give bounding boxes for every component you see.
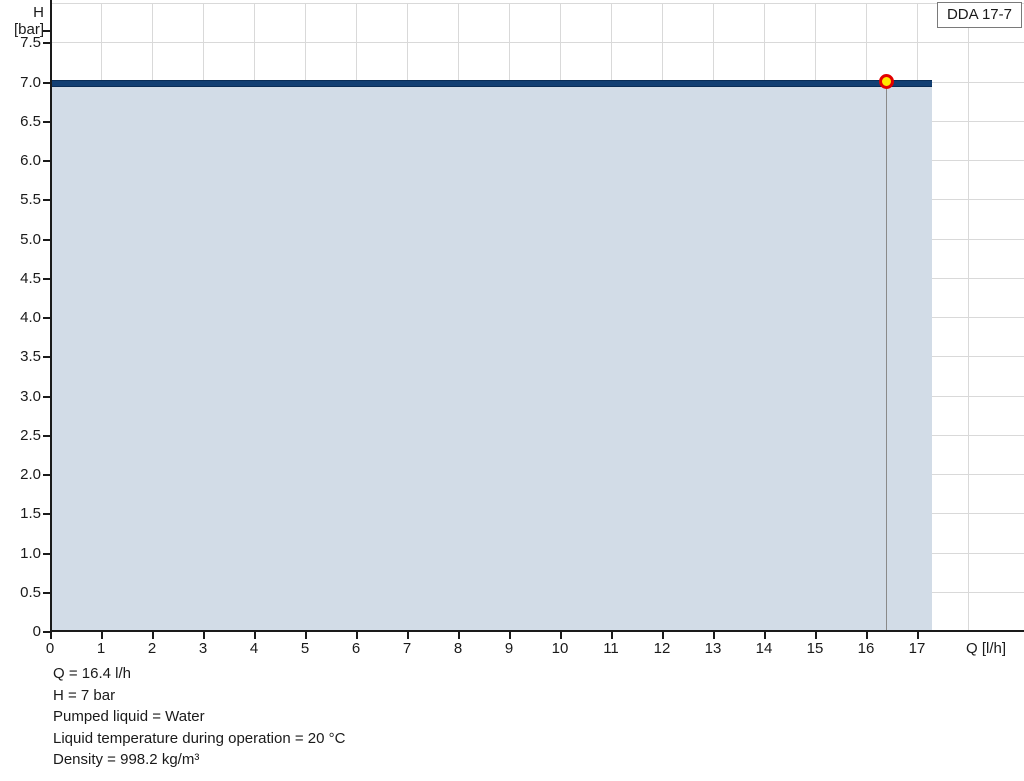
x-tick-mark: [50, 631, 52, 639]
y-axis-line: [50, 0, 52, 633]
x-tick-mark: [509, 631, 511, 639]
y-tick-mark: [43, 356, 52, 358]
x-tick-mark: [254, 631, 256, 639]
y-tick-mark: [43, 592, 52, 594]
y-tick-mark: [43, 631, 52, 633]
y-axis-title-symbol: H: [33, 4, 44, 21]
plot-area: [50, 3, 1024, 632]
y-tick-mark: [43, 121, 52, 123]
x-tick-mark: [305, 631, 307, 639]
y-tick-label: 0: [32, 623, 41, 640]
y-tick-label: 4.0: [20, 309, 41, 326]
caption-line: Liquid temperature during operation = 20…: [53, 729, 346, 747]
caption-line: Density = 998.2 kg/m³: [53, 751, 200, 768]
x-tick-mark: [203, 631, 205, 639]
y-axis-title-unit: [bar]: [13, 21, 44, 38]
x-tick-label: 4: [249, 640, 259, 657]
x-tick-mark: [458, 631, 460, 639]
y-tick-mark: [43, 435, 52, 437]
x-tick-label: 17: [908, 640, 926, 657]
duty-point-dropline: [886, 82, 887, 632]
x-tick-mark: [101, 631, 103, 639]
performance-fill-area: [50, 82, 932, 632]
y-tick-label: 5.5: [20, 191, 41, 208]
y-tick-mark: [43, 199, 52, 201]
y-tick-label: 7.0: [20, 74, 41, 91]
y-tick-label: 1.5: [20, 505, 41, 522]
duty-point-caption: Q = 16.4 l/h H = 7 bar Pumped liquid = Wat…: [53, 663, 345, 771]
y-tick-label: 6.5: [20, 113, 41, 130]
y-tick-mark: [43, 396, 52, 398]
y-tick-mark: [43, 82, 52, 84]
x-tick-mark: [917, 631, 919, 639]
y-tick-label: 2.5: [20, 427, 41, 444]
gridline-horizontal: [50, 42, 1024, 43]
duty-point-marker[interactable]: [879, 74, 894, 89]
y-tick-mark: [43, 474, 52, 476]
caption-line: H = 7 bar: [53, 686, 116, 704]
x-tick-label: 6: [351, 640, 361, 657]
y-tick-mark: [43, 278, 52, 280]
gridline-horizontal: [50, 3, 1024, 4]
x-tick-mark: [152, 631, 154, 639]
y-tick-mark: [43, 239, 52, 241]
y-tick-label: 5.0: [20, 231, 41, 248]
x-tick-mark: [815, 631, 817, 639]
gridline-vertical: [968, 3, 969, 631]
y-tick-label: 6.0: [20, 152, 41, 169]
y-tick-label: 2.0: [20, 466, 41, 483]
x-tick-label: 5: [300, 640, 310, 657]
x-tick-mark: [356, 631, 358, 639]
x-tick-mark: [713, 631, 715, 639]
y-tick-label: 4.5: [20, 270, 41, 287]
model-legend-label: DDA 17-7: [946, 6, 1012, 23]
x-tick-mark: [611, 631, 613, 639]
x-tick-label: 0: [45, 640, 55, 657]
caption-line: Pumped liquid = Water: [53, 708, 205, 725]
y-axis-title: H [bar]: [0, 4, 44, 38]
x-tick-label: 12: [653, 640, 671, 657]
y-tick-mark: [43, 553, 52, 555]
x-tick-label: 7: [402, 640, 412, 657]
x-tick-mark: [560, 631, 562, 639]
x-axis-title: Q [l/h]: [966, 640, 1007, 657]
performance-curve: [50, 80, 932, 87]
y-tick-label: 1.0: [20, 545, 41, 562]
model-legend-box: DDA 17-7: [936, 2, 1022, 28]
y-tick-mark: [43, 160, 52, 162]
y-tick-label: 3.0: [20, 388, 41, 405]
x-tick-label: 3: [198, 640, 208, 657]
x-tick-label: 14: [755, 640, 773, 657]
x-tick-label: 10: [551, 640, 569, 657]
y-tick-label: 7.5: [20, 34, 41, 51]
y-tick-label: 0.5: [20, 584, 41, 601]
y-tick-mark: [43, 513, 52, 515]
y-tick-mark: [43, 42, 52, 44]
x-tick-label: 9: [504, 640, 514, 657]
x-tick-mark: [764, 631, 766, 639]
x-axis-line: [50, 630, 1024, 632]
x-tick-label: 11: [603, 640, 619, 657]
x-tick-label: 1: [96, 640, 106, 657]
x-tick-label: 8: [453, 640, 463, 657]
x-tick-mark: [866, 631, 868, 639]
y-tick-mark: [43, 30, 52, 32]
y-tick-label: 3.5: [20, 348, 41, 365]
x-tick-mark: [662, 631, 664, 639]
x-tick-label: 2: [147, 640, 157, 657]
x-tick-label: 15: [806, 640, 824, 657]
y-tick-mark: [43, 317, 52, 319]
x-tick-label: 16: [857, 640, 875, 657]
x-tick-mark: [407, 631, 409, 639]
x-tick-label: 13: [704, 640, 722, 657]
caption-line: Q = 16.4 l/h: [53, 665, 131, 682]
